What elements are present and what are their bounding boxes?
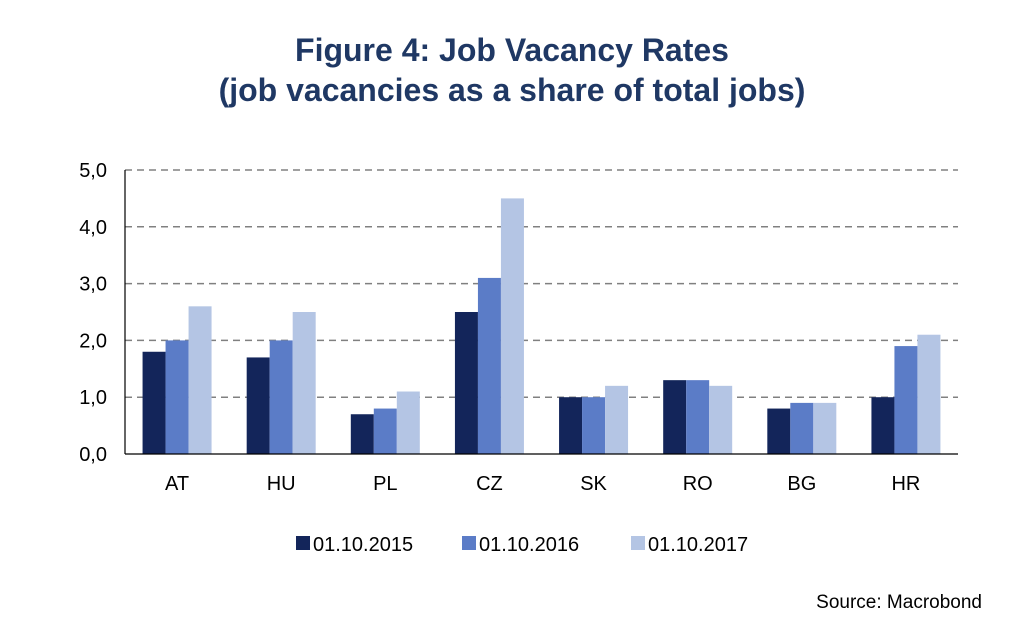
bar-bg-3 (813, 402, 837, 454)
bar-cz-3 (500, 198, 524, 454)
bar-pl-3 (396, 391, 420, 454)
bar-cz-1 (454, 312, 478, 454)
y-tick-label: 0,0 (79, 444, 107, 466)
bar-pl-1 (350, 414, 374, 454)
bar-cz-2 (477, 277, 501, 454)
bar-hr-3 (917, 334, 941, 454)
x-tick-label: BG (787, 473, 816, 495)
bar-ro-3 (709, 385, 733, 454)
y-tick-label: 4,0 (79, 217, 107, 239)
bar-sk-3 (605, 385, 629, 454)
legend-label: 01.10.2016 (479, 534, 579, 556)
bar-hu-1 (246, 357, 270, 454)
bar-bg-2 (790, 402, 814, 454)
x-tick-label: PL (373, 473, 397, 495)
x-tick-label: HR (891, 473, 920, 495)
bar-sk-1 (559, 397, 583, 454)
y-tick-label: 3,0 (79, 274, 107, 296)
x-tick-label: AT (165, 473, 189, 495)
y-tick-label: 1,0 (79, 387, 107, 409)
y-tick-label: 5,0 (79, 160, 107, 182)
bar-at-3 (188, 306, 212, 454)
legend-label: 01.10.2015 (313, 534, 413, 556)
bar-pl-2 (373, 408, 397, 454)
source-note: Source: Macrobond (816, 592, 982, 613)
bar-hr-2 (894, 346, 918, 454)
chart-title: Figure 4: Job Vacancy Rates (job vacanci… (0, 30, 1024, 110)
legend-label: 01.10.2017 (648, 534, 748, 556)
bar-sk-2 (582, 397, 606, 454)
x-tick-label: CZ (476, 473, 503, 495)
legend-swatch (631, 536, 645, 550)
legend-swatch (462, 536, 476, 550)
bar-bg-1 (767, 408, 791, 454)
bar-ro-2 (686, 380, 710, 454)
bar-hr-1 (871, 397, 895, 454)
bar-ro-1 (663, 380, 687, 454)
bar-hu-3 (292, 312, 316, 454)
bar-hu-2 (269, 340, 293, 454)
chart-title-line1: Figure 4: Job Vacancy Rates (295, 32, 729, 68)
legend-swatch (296, 536, 310, 550)
x-tick-label: RO (683, 473, 713, 495)
x-tick-label: HU (267, 473, 296, 495)
x-tick-label: SK (580, 473, 607, 495)
bar-at-2 (165, 340, 189, 454)
y-tick-label: 2,0 (79, 330, 107, 352)
chart-title-line2: (job vacancies as a share of total jobs) (218, 72, 806, 108)
bar-at-1 (142, 351, 166, 454)
